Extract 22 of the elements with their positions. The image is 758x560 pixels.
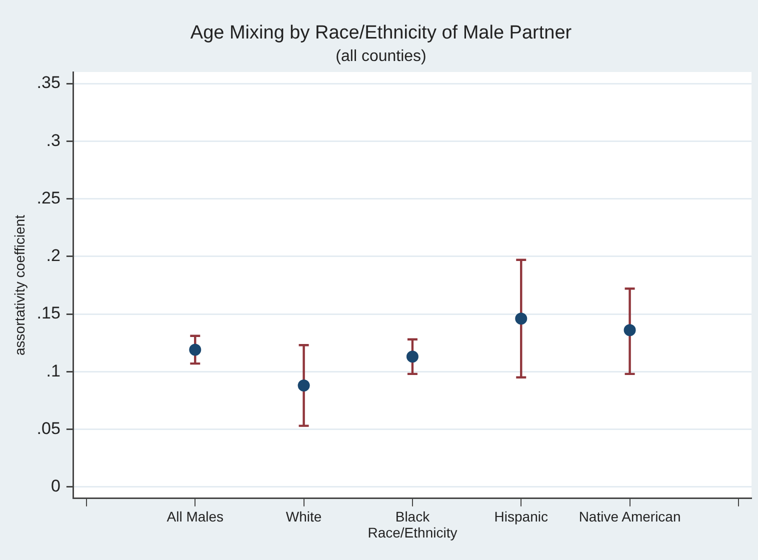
- y-tick-label: .25: [36, 188, 60, 208]
- point: [515, 312, 528, 325]
- y-tick-label: 0: [50, 476, 60, 496]
- x-tick-label: Hispanic: [494, 508, 548, 525]
- point: [298, 379, 310, 392]
- y-tick-label: .2: [46, 246, 60, 266]
- y-axis-title: assortativity coefficient: [11, 214, 28, 356]
- x-tick-label: Native American: [578, 508, 681, 525]
- y-tick-label: .3: [46, 130, 60, 150]
- point: [406, 350, 418, 363]
- x-tick-label: All Males: [166, 508, 224, 525]
- y-tick-label: .15: [36, 304, 60, 323]
- y-tick-label: .05: [36, 418, 60, 438]
- x-tick-label: Black: [395, 508, 431, 525]
- x-tick-label: White: [286, 508, 322, 525]
- chart-title: Age Mixing by Race/Ethnicity of Male Partner: [190, 22, 572, 44]
- y-tick-label: .1: [46, 361, 60, 380]
- point: [189, 344, 202, 356]
- chart-subtitle: (all counties): [336, 48, 426, 65]
- point: [624, 324, 636, 336]
- y-tick-label: .35: [36, 73, 60, 92]
- x-axis-title: Race/Ethnicity: [368, 524, 458, 540]
